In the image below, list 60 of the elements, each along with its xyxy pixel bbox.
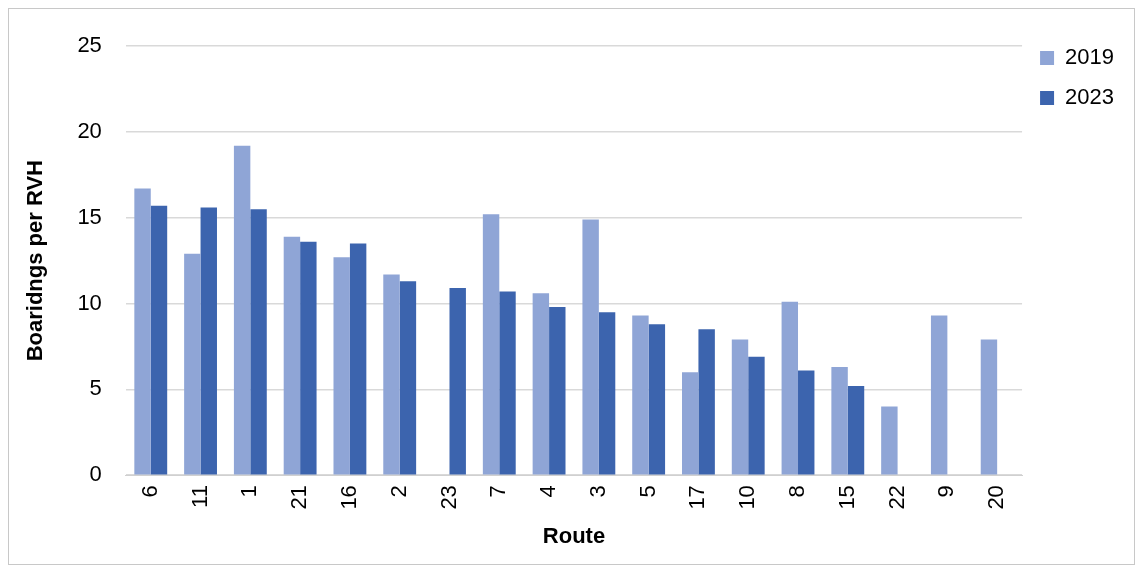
x-tick-label: 3: [584, 485, 610, 498]
bar: [881, 406, 898, 475]
x-tick-label: 11: [186, 485, 212, 508]
x-tick-label: 9: [933, 485, 959, 498]
x-tick-label: 16: [335, 485, 361, 510]
bar: [200, 207, 217, 475]
bar: [798, 370, 815, 475]
bar: [134, 188, 151, 475]
bar: [482, 214, 500, 475]
bar: [831, 367, 848, 475]
x-tick-label: 4: [535, 485, 561, 498]
legend-label: 2023: [1065, 84, 1115, 110]
y-tick-label: 5: [89, 375, 102, 401]
x-tick-label: 20: [983, 485, 1009, 510]
bar: [283, 236, 301, 475]
bar: [349, 243, 367, 475]
bar: [682, 372, 699, 475]
x-tick-label: 1: [236, 485, 262, 498]
legend-label: 2019: [1065, 44, 1115, 70]
bar: [449, 288, 466, 475]
bar: [748, 356, 765, 475]
x-tick-label: 23: [435, 485, 461, 510]
bar: [632, 315, 649, 475]
x-tick-label: 2: [385, 485, 411, 498]
bar: [250, 209, 267, 475]
y-tick-label: 20: [77, 118, 102, 144]
x-tick-label: 22: [883, 485, 909, 510]
y-axis-title: Boaridngs per RVH: [22, 160, 48, 362]
bar: [847, 385, 865, 475]
bar: [549, 306, 566, 475]
bar: [383, 274, 400, 475]
bar: [598, 312, 616, 475]
bar: [233, 145, 251, 475]
x-tick-label: 8: [784, 485, 810, 498]
bar: [300, 241, 317, 475]
bar: [184, 253, 201, 475]
x-tick-label: 7: [485, 485, 511, 498]
x-tick-label: 10: [734, 485, 760, 510]
y-tick-label: 10: [77, 289, 102, 315]
x-tick-label: 17: [684, 485, 710, 510]
bar: [698, 329, 715, 475]
x-tick-label: 6: [136, 485, 162, 498]
bar: [731, 339, 749, 475]
bar: [399, 281, 417, 475]
x-tick-label: 5: [634, 485, 660, 498]
x-axis-title: Route: [542, 522, 606, 548]
bar: [980, 339, 998, 475]
y-tick-label: 25: [77, 32, 102, 58]
x-tick-label: 21: [286, 485, 312, 510]
y-tick-label: 0: [89, 461, 102, 487]
y-tick-label: 15: [77, 203, 102, 229]
bar: [930, 315, 948, 475]
x-tick-label: 15: [833, 485, 859, 510]
bar: [532, 293, 550, 475]
bar: [499, 291, 516, 475]
bar: [582, 219, 599, 475]
bar: [648, 324, 666, 475]
bar: [333, 257, 350, 475]
bar: [781, 301, 799, 475]
bar: [150, 205, 168, 475]
